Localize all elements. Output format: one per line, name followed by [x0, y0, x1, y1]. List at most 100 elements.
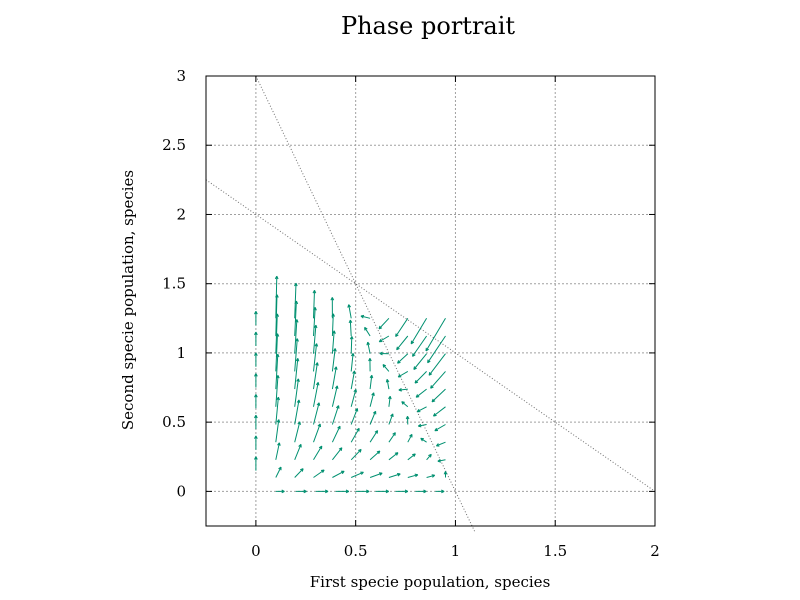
- vector-arrow: [350, 427, 360, 443]
- vector-arrow: [388, 413, 394, 425]
- vector-arrow: [360, 314, 371, 319]
- vector-arrow: [369, 430, 379, 443]
- vector-arrow: [443, 471, 448, 478]
- vector-arrow: [378, 335, 390, 343]
- vector-arrow: [332, 447, 343, 461]
- x-tick-label: 1: [451, 542, 461, 560]
- vector-arrow: [369, 374, 374, 390]
- y-tick-label: 3: [176, 67, 186, 85]
- vector-arrow: [275, 442, 281, 460]
- vector-arrow: [364, 326, 371, 337]
- vector-arrow: [331, 425, 341, 443]
- vector-arrow: [313, 343, 319, 372]
- plot-frame: [205, 75, 656, 527]
- vector-arrow: [275, 489, 285, 494]
- vector-arrow: [355, 489, 370, 494]
- vector-arrow: [369, 450, 381, 461]
- vector-arrow: [369, 410, 377, 425]
- nullcline: [255, 75, 476, 534]
- vector-arrow: [294, 443, 302, 460]
- vector-arrow: [417, 423, 427, 428]
- vector-arrow: [379, 351, 389, 356]
- x-axis-label: First specie population, species: [310, 573, 551, 591]
- vector-arrow: [331, 366, 338, 390]
- y-tick-label: 1: [176, 344, 186, 362]
- vector-arrow: [331, 385, 339, 407]
- vector-arrow: [428, 353, 446, 376]
- vector-arrow: [313, 469, 325, 478]
- vector-arrow: [388, 395, 392, 407]
- vector-arrow: [348, 319, 353, 337]
- vector-arrow: [313, 445, 323, 461]
- vector-arrow: [349, 336, 354, 354]
- vector-arrow: [347, 304, 352, 319]
- vector-arrow: [397, 353, 409, 364]
- vector-arrow: [401, 401, 409, 408]
- vector-arrow: [382, 364, 390, 372]
- x-tick-label: 0: [251, 542, 261, 560]
- vector-arrow: [396, 335, 409, 351]
- vector-arrow: [420, 437, 427, 443]
- vector-arrow: [313, 402, 321, 425]
- vector-field: [254, 275, 448, 494]
- vector-arrow: [413, 353, 427, 370]
- vector-arrow: [350, 370, 356, 390]
- y-tick-label: 2.5: [162, 136, 186, 154]
- vector-arrow: [254, 331, 258, 346]
- vector-arrow: [388, 452, 399, 461]
- vector-arrow: [313, 324, 318, 354]
- vector-arrow: [350, 388, 357, 407]
- vector-arrow: [435, 441, 446, 447]
- vector-arrow: [415, 489, 427, 494]
- vector-arrow: [369, 472, 383, 478]
- vector-arrow: [331, 348, 337, 372]
- vector-arrow: [335, 489, 350, 494]
- vector-arrow: [437, 459, 446, 463]
- vector-arrow: [275, 466, 282, 478]
- x-tick-label: 0.5: [344, 542, 368, 560]
- vector-arrow: [388, 432, 396, 443]
- vector-arrow: [435, 489, 445, 494]
- vector-arrow: [294, 468, 304, 478]
- vector-arrow: [425, 318, 446, 352]
- vector-arrow: [254, 394, 258, 409]
- vector-arrow: [385, 379, 390, 390]
- vector-arrow: [378, 317, 390, 330]
- axis-ticks: 0 0.5 1 1.5 2 0 0.5 1 1.5 2 2.5 3: [162, 67, 660, 560]
- vector-arrow: [294, 358, 300, 390]
- vector-arrow: [274, 275, 279, 319]
- x-tick-label: 2: [650, 542, 660, 560]
- vector-arrow: [397, 370, 409, 378]
- chart-title: Phase portrait: [341, 12, 515, 40]
- vector-arrow: [430, 371, 446, 389]
- vector-arrow: [434, 424, 446, 432]
- vector-arrow: [407, 453, 416, 461]
- vector-arrow: [254, 456, 258, 471]
- vector-arrow: [312, 289, 317, 319]
- vector-arrow: [294, 282, 298, 319]
- vector-arrow: [351, 471, 364, 478]
- vector-arrow: [313, 362, 319, 390]
- vector-arrow: [407, 433, 413, 443]
- vector-arrow: [275, 419, 281, 443]
- vector-arrow: [410, 318, 428, 345]
- vector-arrow: [415, 388, 427, 398]
- vector-arrow: [350, 353, 355, 372]
- vector-arrow: [254, 352, 258, 367]
- vector-arrow: [275, 396, 280, 425]
- vector-arrow: [254, 414, 258, 430]
- vector-arrow: [313, 423, 321, 443]
- vector-arrow: [431, 388, 446, 403]
- vector-arrow: [416, 406, 427, 413]
- vector-arrow: [426, 453, 432, 461]
- vector-arrow: [294, 421, 301, 443]
- vector-arrow: [405, 415, 410, 425]
- y-tick-label: 1.5: [162, 275, 186, 293]
- nullclines: [205, 75, 656, 534]
- vector-arrow: [414, 371, 427, 384]
- vector-arrow: [426, 474, 436, 478]
- vector-arrow: [432, 406, 446, 417]
- vector-arrow: [350, 408, 359, 425]
- vector-arrow: [295, 489, 307, 494]
